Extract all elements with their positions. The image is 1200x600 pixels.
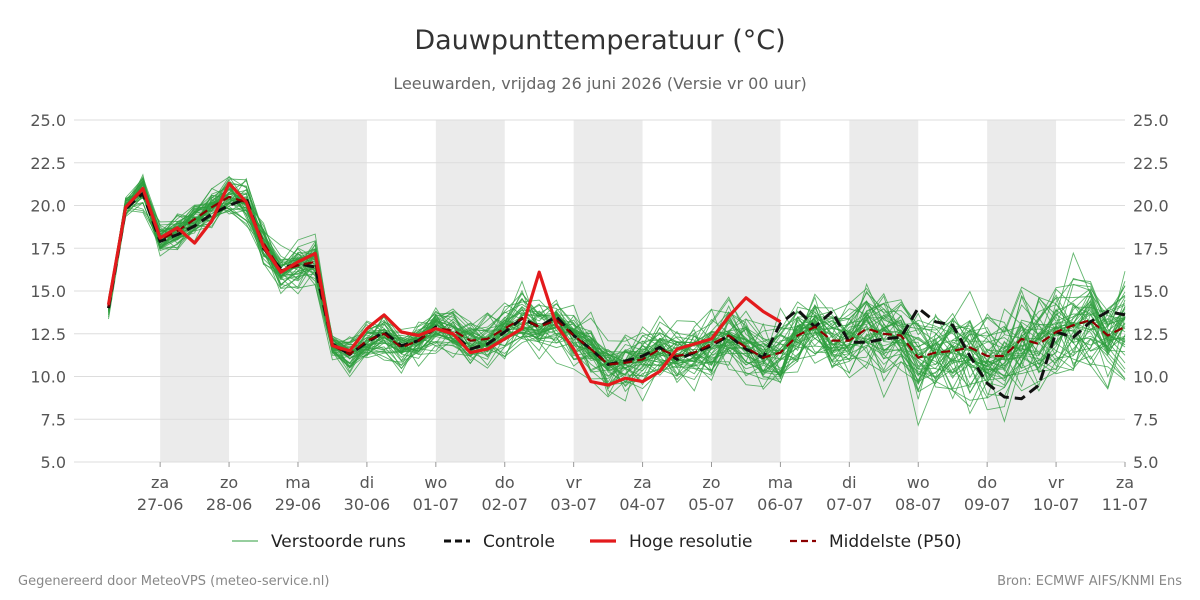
perturbed-run-line: [108, 194, 1126, 374]
y-tick-right: 17.5: [1133, 239, 1169, 258]
y-tick-left: 25.0: [30, 111, 66, 130]
x-tick-day: di: [360, 473, 375, 492]
y-tick-right: 20.0: [1133, 197, 1169, 216]
x-tick-date: 02-07: [481, 495, 528, 514]
y-tick-right: 10.0: [1133, 368, 1169, 387]
perturbed-run-line: [108, 179, 1126, 390]
x-tick-date: 01-07: [413, 495, 460, 514]
x-tick-date: 27-06: [137, 495, 184, 514]
y-axis-ticks: 5.0 5.0 7.5 7.5 10.0 10.0 12.5 12.5 15.0 15.0 17.5…: [30, 111, 1168, 472]
x-tick-day: ma: [285, 473, 310, 492]
x-tick-date: 10-07: [1033, 495, 1080, 514]
x-tick-date: 28-06: [206, 495, 253, 514]
y-tick-left: 20.0: [30, 197, 66, 216]
y-tick-left: 17.5: [30, 239, 66, 258]
x-tick-day: vr: [566, 473, 582, 492]
y-tick-right: 15.0: [1133, 282, 1169, 301]
y-tick-left: 22.5: [30, 154, 66, 173]
legend-label: Hoge resolutie: [629, 532, 753, 552]
legend-label: Verstoorde runs: [271, 532, 406, 552]
x-axis-ticks: za 27-06 zo 28-06 ma 29-06 di 30-06 wo 01-07 do 02-…: [137, 462, 1148, 514]
y-tick-left: 15.0: [30, 282, 66, 301]
chart-title: Dauwpunttemperatuur (°C): [414, 25, 785, 56]
perturbed-run-line: [108, 183, 1126, 393]
x-tick-date: 30-06: [344, 495, 391, 514]
legend-label: Controle: [483, 532, 555, 552]
legend-label: Middelste (P50): [829, 532, 962, 552]
footer-generated-by: Gegenereerd door MeteoVPS (meteo-service…: [18, 574, 329, 589]
x-tick-day: di: [842, 473, 857, 492]
x-tick-date: 09-07: [964, 495, 1011, 514]
y-tick-right: 12.5: [1133, 325, 1169, 344]
x-tick-day: do: [977, 473, 997, 492]
y-tick-left: 10.0: [30, 368, 66, 387]
x-tick-day: za: [1116, 473, 1134, 492]
x-tick-day: wo: [424, 473, 447, 492]
x-tick-day: za: [151, 473, 169, 492]
y-tick-right: 5.0: [1133, 453, 1158, 472]
x-tick-date: 03-07: [550, 495, 597, 514]
x-tick-day: vr: [1048, 473, 1064, 492]
y-tick-left: 5.0: [41, 453, 66, 472]
legend: Verstoorde runs Controle Hoge resolutie Mid…: [232, 532, 962, 552]
x-tick-date: 04-07: [619, 495, 666, 514]
chart-subtitle: Leeuwarden, vrijdag 26 juni 2026 (Versie…: [393, 74, 806, 93]
x-tick-date: 08-07: [895, 495, 942, 514]
y-tick-left: 12.5: [30, 325, 66, 344]
perturbed-run-line: [108, 188, 1126, 380]
series-line-middelste-p50: [107, 189, 1126, 366]
x-tick-date: 05-07: [688, 495, 735, 514]
footer-source: Bron: ECMWF AIFS/KNMI Ens: [997, 574, 1182, 589]
series-line-hoge-resolutie: [106, 181, 782, 387]
x-tick-day: wo: [907, 473, 930, 492]
y-tick-right: 7.5: [1133, 410, 1158, 429]
x-tick-date: 11-07: [1102, 495, 1149, 514]
y-tick-right: 22.5: [1133, 154, 1169, 173]
x-tick-date: 06-07: [757, 495, 804, 514]
main-series: [106, 181, 1126, 401]
perturbed-run-line: [108, 183, 1126, 393]
x-tick-day: do: [495, 473, 515, 492]
y-tick-right: 25.0: [1133, 111, 1169, 130]
x-tick-day: zo: [220, 473, 238, 492]
x-tick-day: za: [633, 473, 651, 492]
x-tick-day: zo: [702, 473, 720, 492]
x-tick-date: 29-06: [275, 495, 322, 514]
x-tick-day: ma: [768, 473, 793, 492]
y-tick-left: 7.5: [41, 410, 66, 429]
x-tick-date: 07-07: [826, 495, 873, 514]
